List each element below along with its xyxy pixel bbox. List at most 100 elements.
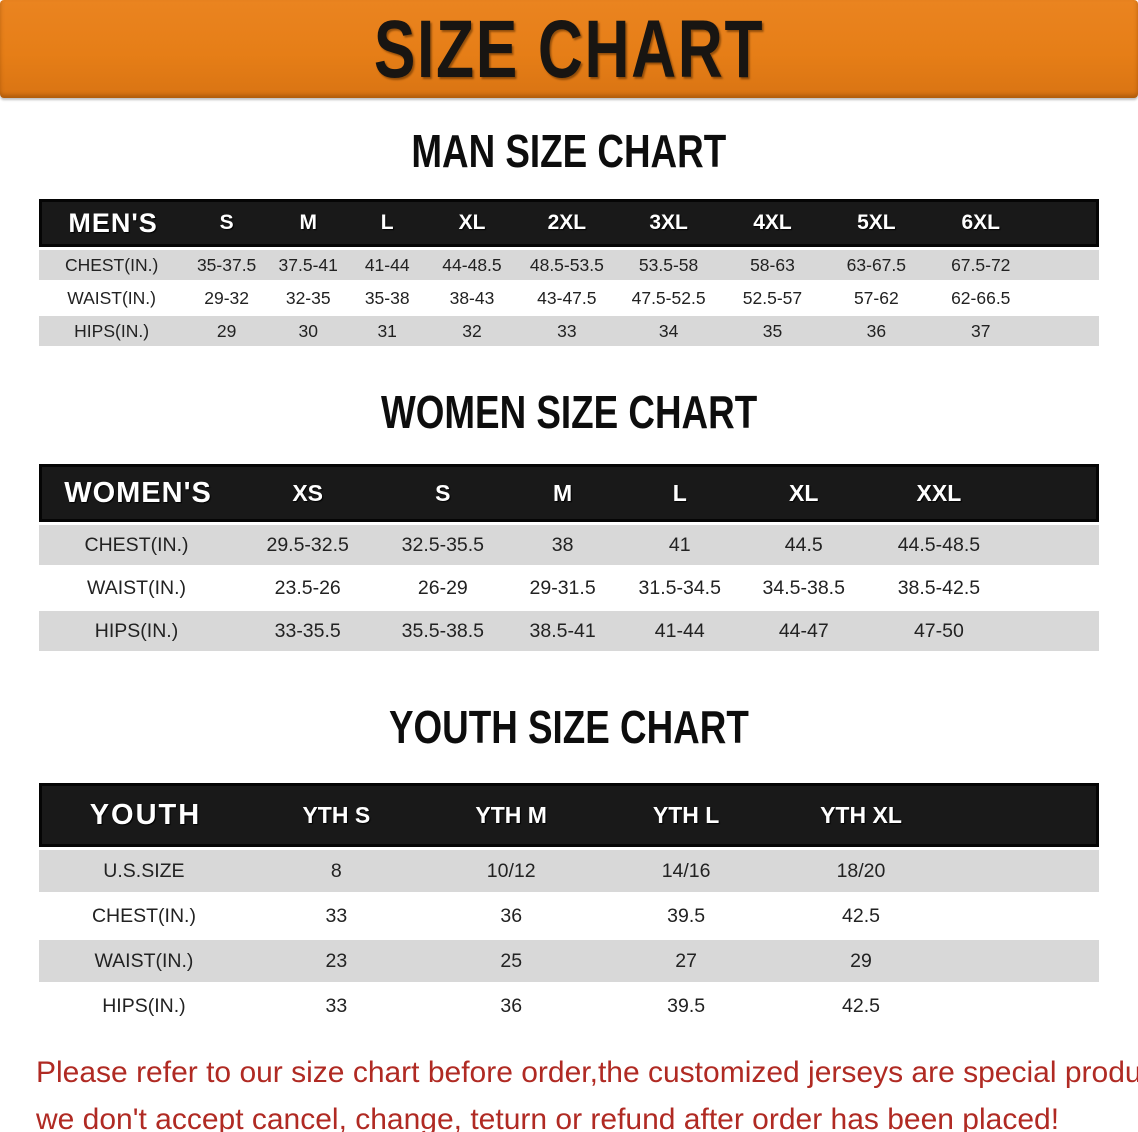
size-cell: 67.5-72 (928, 250, 1034, 280)
size-cell: 8 (248, 850, 424, 892)
size-cell: 47-50 (868, 611, 1009, 651)
size-cell: 31 (347, 316, 427, 346)
size-cell: 35-38 (347, 283, 427, 313)
table-row-waist-in: WAIST(IN.) 29-32 32-35 35-38 38-43 43-47.5 47.… (39, 283, 1099, 313)
col-header-4xl: 4XL (720, 199, 825, 247)
row-spacer (1008, 611, 1099, 651)
size-cell: 30 (269, 316, 348, 346)
size-cell: 58-63 (720, 250, 825, 280)
row-spacer (1033, 316, 1099, 346)
size-cell: 14/16 (598, 850, 774, 892)
size-cell: 32 (426, 316, 518, 346)
size-cell: 48.5-53.5 (517, 250, 617, 280)
row-label: WAIST(IN.) (39, 568, 235, 608)
col-header-m: M (269, 199, 348, 247)
size-cell: 33 (248, 895, 424, 937)
col-header-2xl: 2XL (517, 199, 617, 247)
row-label: CHEST(IN.) (39, 525, 235, 565)
table-row-chest-in: CHEST(IN.) 29.5-32.5 32.5-35.5 38 41 44.5 44.5… (39, 525, 1099, 565)
size-cell: 23 (248, 940, 424, 982)
section-heading: YOUTH SIZE CHART (0, 700, 1138, 754)
table-row-chest-in: CHEST(IN.) 33 36 39.5 42.5 (39, 895, 1099, 937)
size-cell: 41 (620, 525, 739, 565)
row-spacer (948, 850, 1099, 892)
col-header-s: S (184, 199, 270, 247)
size-cell: 38-43 (426, 283, 518, 313)
size-cell: 44-48.5 (426, 250, 518, 280)
col-header-xl: XL (738, 464, 869, 522)
table-group-label: MEN'S (39, 199, 185, 247)
size-cell: 43-47.5 (517, 283, 617, 313)
table-row-hips-in: HIPS(IN.) 29 30 31 32 33 34 35 36 37 (39, 316, 1099, 346)
size-cell: 36 (423, 985, 599, 1027)
size-cell: 53.5-58 (616, 250, 721, 280)
col-header-yth-xl: YTH XL (773, 783, 949, 847)
section-heading-text: YOUTH SIZE CHART (389, 701, 749, 753)
section-youth-size-chart: YOUTH SIZE CHART YOUTH YTH S YTH M YTH L YTH … (0, 700, 1138, 1030)
disclaimer-line-2: we don't accept cancel, change, teturn o… (36, 1102, 1060, 1132)
section-heading-text: MAN SIZE CHART (411, 125, 727, 177)
col-header-m: M (504, 464, 621, 522)
size-cell: 44-47 (738, 611, 869, 651)
disclaimer-line-1: Please refer to our size chart before or… (36, 1056, 1138, 1089)
size-cell: 44.5 (738, 525, 869, 565)
table-row-chest-in: CHEST(IN.) 35-37.5 37.5-41 41-44 44-48.5 48.5… (39, 250, 1099, 280)
size-cell: 35 (720, 316, 825, 346)
size-cell: 42.5 (773, 895, 949, 937)
table-row-waist-in: WAIST(IN.) 23.5-26 26-29 29-31.5 31.5-34.5 34… (39, 568, 1099, 608)
size-cell: 57-62 (824, 283, 929, 313)
col-header-s: S (381, 464, 505, 522)
row-label: WAIST(IN.) (39, 283, 185, 313)
table-group-label: YOUTH (39, 783, 249, 847)
row-spacer (1008, 568, 1099, 608)
size-cell: 32-35 (269, 283, 348, 313)
size-cell: 23.5-26 (234, 568, 382, 608)
table-row-hips-in: HIPS(IN.) 33 36 39.5 42.5 (39, 985, 1099, 1027)
col-header-l: L (620, 464, 739, 522)
size-cell: 35-37.5 (184, 250, 270, 280)
size-cell: 42.5 (773, 985, 949, 1027)
table-group-label: WOMEN'S (39, 464, 235, 522)
size-cell: 29.5-32.5 (234, 525, 382, 565)
row-spacer (948, 940, 1099, 982)
row-label: CHEST(IN.) (39, 895, 249, 937)
size-cell: 29 (773, 940, 949, 982)
banner-title: SIZE CHART (373, 3, 765, 95)
size-cell: 37 (928, 316, 1034, 346)
col-header-yth-s: YTH S (248, 783, 424, 847)
header-spacer (948, 783, 1099, 847)
size-cell: 25 (423, 940, 599, 982)
row-spacer (1033, 250, 1099, 280)
row-spacer (948, 985, 1099, 1027)
size-cell: 33 (517, 316, 617, 346)
size-cell: 10/12 (423, 850, 599, 892)
header-spacer (1033, 199, 1099, 247)
col-header-3xl: 3XL (616, 199, 721, 247)
table-row-u-s-size: U.S.SIZE 8 10/12 14/16 18/20 (39, 850, 1099, 892)
size-cell: 29 (184, 316, 270, 346)
size-table-men-s: MEN'S S M L XL 2XL 3XL 4XL 5XL 6XL CHEST(IN.) 35-37… (39, 196, 1099, 349)
size-cell: 62-66.5 (928, 283, 1034, 313)
size-cell: 63-67.5 (824, 250, 929, 280)
size-cell: 52.5-57 (720, 283, 825, 313)
row-label: HIPS(IN.) (39, 611, 235, 651)
size-cell: 29-31.5 (504, 568, 621, 608)
col-header-xs: XS (234, 464, 382, 522)
col-header-l: L (347, 199, 427, 247)
table-row-hips-in: HIPS(IN.) 33-35.5 35.5-38.5 38.5-41 41-44 44-… (39, 611, 1099, 651)
col-header-yth-m: YTH M (423, 783, 599, 847)
banner: SIZE CHART (0, 0, 1138, 98)
size-cell: 44.5-48.5 (868, 525, 1009, 565)
size-cell: 34.5-38.5 (738, 568, 869, 608)
section-heading-text: WOMEN SIZE CHART (380, 386, 758, 438)
size-cell: 35.5-38.5 (381, 611, 505, 651)
size-cell: 38.5-41 (504, 611, 621, 651)
row-spacer (1008, 525, 1099, 565)
section-heading: MAN SIZE CHART (0, 124, 1138, 178)
row-label: U.S.SIZE (39, 850, 249, 892)
size-cell: 37.5-41 (269, 250, 348, 280)
col-header-yth-l: YTH L (598, 783, 774, 847)
header-row: WOMEN'S XS S M L XL XXL (39, 464, 1099, 522)
header-spacer (1008, 464, 1099, 522)
